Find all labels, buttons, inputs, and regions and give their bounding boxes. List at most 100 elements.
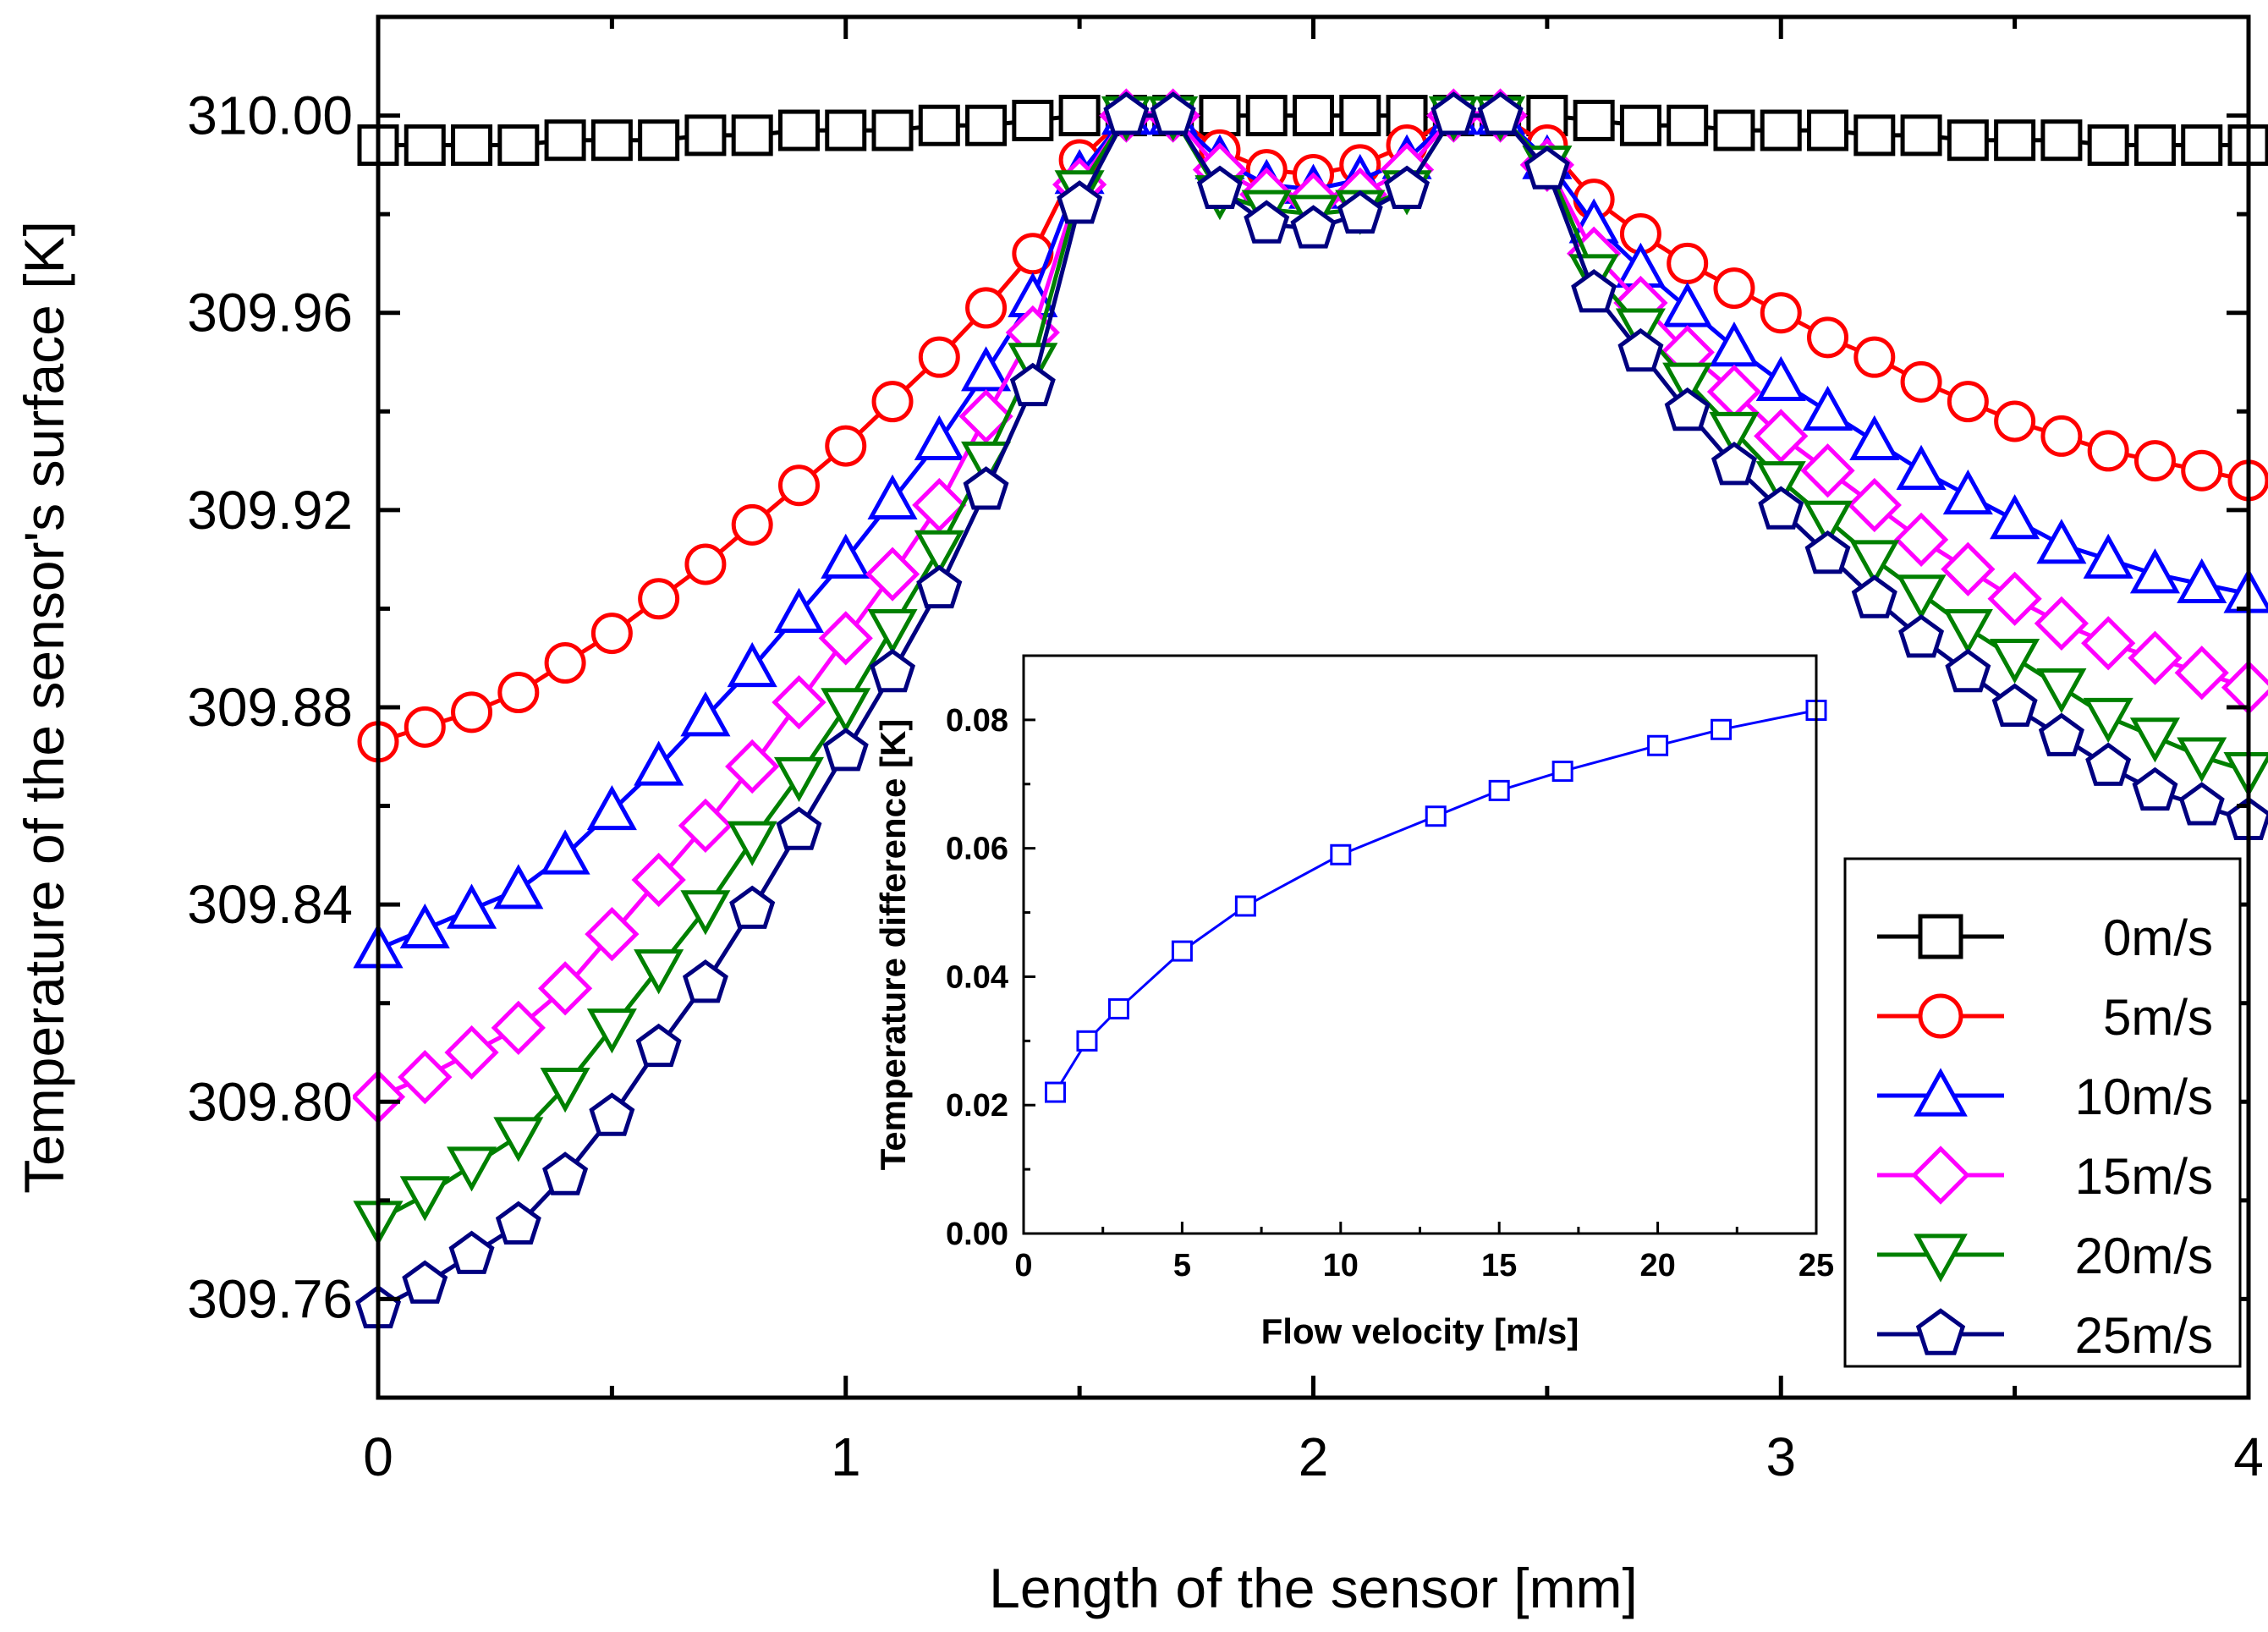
data-point (447, 1146, 497, 1192)
inset-y-tick-label: 0.06 (946, 832, 1008, 867)
data-point (586, 1008, 637, 1054)
data-point (2083, 533, 2133, 579)
data-point (537, 961, 593, 1016)
data-point (871, 381, 914, 423)
data-point (777, 109, 820, 151)
data-point (497, 124, 540, 167)
data-point (1477, 91, 1524, 135)
data-point (1244, 200, 1290, 244)
data-point (773, 756, 825, 803)
data-point (2040, 119, 2083, 162)
data-point (1755, 461, 1806, 507)
data-point (2174, 646, 2229, 701)
y-tick-label: 310.00 (187, 85, 353, 146)
data-point (2129, 548, 2180, 594)
data-point (1947, 381, 1989, 423)
data-point (1990, 494, 2040, 540)
data-point (1058, 95, 1101, 137)
data-point (1760, 109, 1802, 151)
data-point (776, 806, 822, 850)
data-point (399, 903, 450, 949)
y-tick-label: 309.96 (187, 283, 353, 343)
data-point (444, 1025, 499, 1080)
main-plot: 0 1 2 3 4 309.76 309.80 309.84 309.88 309.92 309.9… (13, 14, 2268, 1619)
inset-data-point (1647, 734, 1669, 756)
data-point (404, 706, 446, 748)
data-point (727, 641, 777, 688)
inset-data-point (1234, 895, 1256, 917)
data-point (1991, 683, 2038, 727)
data-point (495, 1201, 541, 1245)
data-point (590, 613, 633, 655)
legend-label: 10m/s (2075, 1069, 2213, 1125)
data-point (1896, 574, 1947, 620)
legend-item-0m-s: 0m/s (1877, 909, 2213, 966)
data-point (1617, 327, 1664, 372)
data-point (1853, 114, 1896, 157)
data-point (867, 474, 918, 519)
inset-data-point (1551, 761, 1573, 783)
data-point (1947, 119, 1989, 162)
x-tick-label: 4 (2233, 1426, 2264, 1487)
inset-x-tick-label: 20 (1639, 1248, 1675, 1283)
data-point (1941, 541, 1996, 596)
legend-label: 20m/s (2075, 1228, 2213, 1284)
data-point (1900, 114, 1942, 157)
data-point (1009, 362, 1056, 407)
data-point (634, 740, 684, 786)
data-point (1900, 360, 1942, 403)
data-point (586, 784, 637, 831)
data-point (493, 1117, 544, 1162)
data-point (448, 1230, 495, 1274)
x-tick-label: 3 (1766, 1426, 1796, 1487)
legend-marker (1915, 1308, 1966, 1355)
data-point (914, 415, 964, 460)
legend-marker (1911, 1146, 1970, 1205)
data-point (447, 883, 497, 929)
inset-data-point (1107, 997, 1129, 1019)
data-point (540, 1068, 590, 1113)
data-point (684, 543, 727, 585)
inset-background (1024, 656, 1816, 1234)
data-point (542, 1151, 589, 1195)
inset-x-tick-label: 25 (1798, 1248, 1834, 1283)
legend-item-10m-s: 10m/s (1877, 1068, 2213, 1125)
data-point (491, 1000, 546, 1055)
data-point (638, 578, 680, 620)
data-point (1847, 477, 1902, 533)
inset-y-tick-label: 0.02 (946, 1088, 1008, 1124)
data-point (916, 564, 963, 609)
data-point (1709, 411, 1760, 458)
main-series-layer (353, 88, 2268, 1329)
data-point (398, 1050, 453, 1105)
data-point (680, 691, 731, 737)
data-point (2181, 124, 2223, 167)
data-point (678, 798, 733, 854)
data-point (1526, 95, 1568, 137)
data-point (2178, 782, 2225, 826)
data-point (918, 336, 960, 378)
data-point (1664, 387, 1711, 431)
data-point (1804, 530, 1851, 574)
data-point (2036, 519, 2087, 564)
data-point (958, 388, 1013, 444)
y-tick-label: 309.80 (187, 1071, 353, 1132)
data-point (1994, 119, 2036, 162)
data-point (867, 609, 918, 655)
inset-x-tick-label: 5 (1173, 1248, 1191, 1283)
data-point (1150, 91, 1196, 135)
inset-data-point (1488, 779, 1510, 801)
data-point (1199, 95, 1241, 137)
data-point (497, 672, 540, 714)
series-25m-s (354, 91, 2268, 1329)
data-point (825, 425, 867, 467)
y-tick-label: 309.84 (187, 874, 353, 935)
data-point (2177, 558, 2227, 604)
data-point (822, 728, 869, 772)
inset-y-tick-label: 0.08 (946, 703, 1008, 739)
data-point (2081, 616, 2136, 671)
y-axis-title: Temperature of the sensor's surface [K] (13, 221, 75, 1194)
data-point (1619, 104, 1661, 146)
data-point (1713, 267, 1755, 310)
